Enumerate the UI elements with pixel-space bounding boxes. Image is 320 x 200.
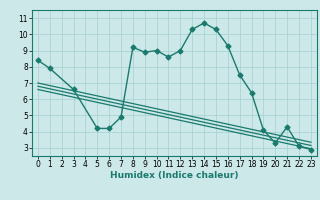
X-axis label: Humidex (Indice chaleur): Humidex (Indice chaleur): [110, 171, 239, 180]
